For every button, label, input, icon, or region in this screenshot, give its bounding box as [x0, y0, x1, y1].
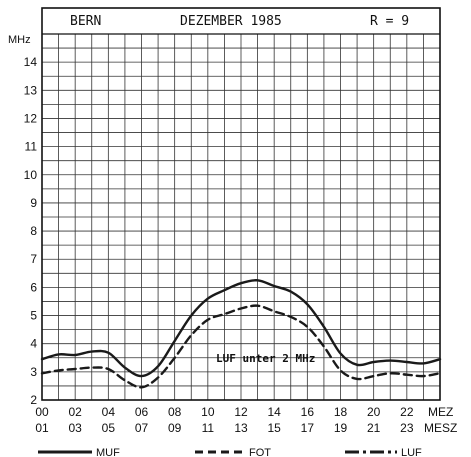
y-axis-label: MHz	[8, 34, 31, 46]
legend: MUF FOT LUF	[38, 447, 422, 457]
x-tick-label-mesz: 15	[267, 421, 281, 435]
legend-label-muf: MUF	[96, 447, 120, 457]
x-tick-label-mez: 02	[68, 405, 82, 419]
x-tick-label-mez: 22	[400, 405, 414, 419]
x-tick-label-mez: 16	[301, 405, 315, 419]
x-tick-label-mesz: 05	[102, 421, 116, 435]
y-tick-label: 14	[24, 55, 38, 69]
x-tick-label-mez: 20	[367, 405, 381, 419]
x-unit-mesz: MESZ	[424, 421, 457, 435]
x-tick-label-mesz: 19	[334, 421, 348, 435]
y-tick-label: 8	[30, 224, 37, 238]
luf-annotation: LUF unter 2 MHz	[216, 352, 315, 365]
x-tick-label-mez: 00	[35, 405, 49, 419]
y-tick-label: 3	[30, 365, 37, 379]
x-tick-label-mez: 14	[267, 405, 281, 419]
y-tick-label: 10	[24, 168, 38, 182]
x-tick-label-mez: 18	[334, 405, 348, 419]
y-tick-label: 7	[30, 252, 37, 266]
x-unit-mez: MEZ	[428, 405, 453, 419]
header-r-value: R = 9	[370, 14, 409, 29]
x-tick-label-mesz: 01	[35, 421, 49, 435]
header-period: DEZEMBER 1985	[180, 14, 282, 29]
x-tick-label-mez: 04	[102, 405, 116, 419]
x-tick-label-mesz: 13	[234, 421, 248, 435]
x-tick-label-mesz: 03	[68, 421, 82, 435]
x-tick-label-mez: 10	[201, 405, 215, 419]
x-tick-label-mesz: 21	[367, 421, 381, 435]
y-tick-label: 13	[24, 83, 38, 97]
y-tick-label: 4	[30, 337, 37, 351]
x-tick-label-mesz: 17	[301, 421, 315, 435]
header-location: BERN	[70, 14, 101, 29]
x-tick-label-mez: 06	[135, 405, 149, 419]
x-tick-label-mesz: 11	[202, 421, 215, 435]
legend-label-luf: LUF	[401, 447, 422, 457]
y-tick-label: 11	[25, 140, 38, 154]
x-tick-label-mesz: 07	[135, 421, 149, 435]
x-tick-label-mez: 08	[168, 405, 182, 419]
y-tick-label: 9	[30, 196, 37, 210]
x-tick-label-mesz: 09	[168, 421, 182, 435]
grid	[42, 34, 440, 400]
y-tick-label: 12	[24, 111, 38, 125]
legend-label-fot: FOT	[249, 447, 271, 457]
y-tick-label: 5	[30, 309, 37, 323]
x-tick-label-mez: 12	[234, 405, 248, 419]
y-tick-label: 6	[30, 280, 37, 294]
x-tick-label-mesz: 23	[400, 421, 414, 435]
